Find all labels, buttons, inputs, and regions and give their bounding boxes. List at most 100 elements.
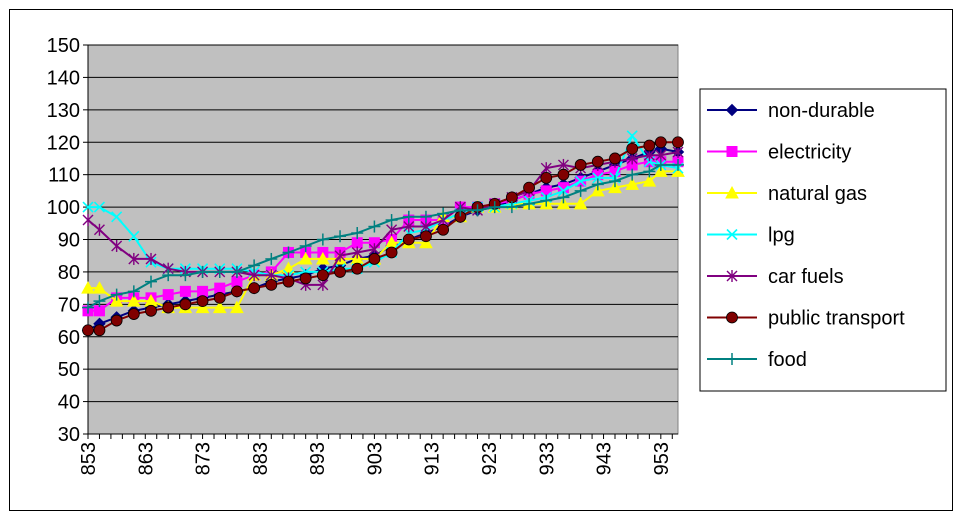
legend-item: food (707, 349, 807, 371)
data-point-stroke (82, 201, 94, 213)
data-point (643, 165, 656, 178)
data-point (231, 276, 243, 288)
data-point (231, 285, 243, 298)
data-point (726, 353, 738, 365)
data-point (726, 146, 738, 157)
data-point (162, 289, 174, 301)
data-point (316, 233, 329, 246)
y-tick-label: 100 (47, 197, 80, 219)
legend-item: lpg (707, 225, 795, 247)
data-point (197, 285, 209, 297)
data-point (726, 270, 738, 282)
data-point (93, 324, 106, 337)
data-point (93, 201, 106, 213)
data-point (608, 175, 621, 188)
data-point (725, 103, 739, 117)
data-point (299, 239, 312, 252)
data-point (726, 228, 738, 241)
data-point (351, 227, 364, 240)
y-tick-label: 150 (47, 35, 80, 57)
data-point (111, 211, 123, 223)
data-point-stroke (557, 185, 570, 197)
legend: non-durable electricity natural gas lpg car … (699, 88, 947, 392)
data-point (523, 181, 535, 194)
x-tick-label: 953 (651, 442, 673, 475)
data-point (298, 251, 313, 265)
x-tick-label: 893 (307, 442, 329, 475)
data-point (419, 210, 432, 223)
data-point (420, 230, 432, 243)
data-point (230, 300, 244, 314)
legend-item: public transport (707, 308, 905, 330)
data-point (82, 324, 94, 337)
data-point (471, 204, 484, 217)
data-point (82, 214, 94, 227)
data-point (93, 305, 105, 317)
data-point (725, 185, 739, 199)
data-point (672, 136, 684, 149)
data-point (110, 288, 123, 301)
data-point (282, 246, 295, 259)
data-point (419, 235, 433, 249)
y-tick-label: 120 (47, 132, 80, 154)
data-point (299, 272, 312, 285)
data-point (540, 194, 553, 207)
data-point (574, 159, 587, 171)
data-point (609, 152, 621, 165)
data-point (574, 184, 587, 197)
data-point (591, 178, 604, 191)
data-point (351, 246, 363, 259)
legend-item: electricity (707, 142, 851, 164)
series-food (82, 158, 684, 314)
data-point (654, 158, 667, 171)
data-point (334, 266, 346, 278)
y-tick-label: 40 (58, 392, 80, 414)
data-point (213, 265, 226, 278)
y-tick-label: 80 (58, 262, 80, 284)
data-point-stroke (128, 230, 140, 242)
y-tick-label: 50 (58, 359, 80, 381)
x-tick-label: 933 (536, 442, 558, 475)
data-point (111, 239, 123, 252)
data-point (402, 210, 415, 223)
data-point (626, 130, 638, 142)
data-point (145, 304, 157, 317)
data-point (573, 196, 588, 210)
series-lines (81, 130, 685, 337)
data-point (126, 294, 141, 307)
data-point (127, 308, 140, 320)
axes: 30 40 50 60 70 80 90 100 110 120 130 140 150 853 863 87… (47, 35, 678, 475)
data-point (93, 223, 105, 236)
data-point (643, 139, 656, 152)
y-tick-label: 70 (58, 294, 80, 316)
data-point (557, 185, 570, 197)
data-point (93, 295, 106, 308)
data-point (402, 233, 415, 246)
data-point (282, 275, 295, 288)
data-point (351, 237, 363, 249)
data-point (128, 252, 140, 265)
data-point (575, 175, 587, 187)
data-point (196, 265, 209, 278)
y-tick-label: 110 (48, 165, 80, 187)
data-point (145, 275, 158, 288)
data-point (334, 249, 346, 262)
data-point (248, 259, 261, 272)
y-tick-label: 140 (47, 67, 80, 89)
data-point (642, 174, 657, 187)
x-tick-label: 863 (135, 442, 157, 475)
legend-label: electricity (768, 142, 851, 164)
data-point (110, 314, 123, 327)
legend-label: lpg (768, 225, 795, 247)
data-point (179, 269, 192, 282)
data-point (248, 282, 261, 295)
legend-item: car fuels (707, 266, 844, 288)
legend-box (699, 88, 947, 392)
data-point-stroke (626, 130, 638, 142)
data-point (726, 311, 738, 324)
data-point (625, 177, 640, 190)
data-point (557, 168, 570, 181)
legend-label: car fuels (768, 266, 844, 288)
data-point (214, 282, 226, 294)
